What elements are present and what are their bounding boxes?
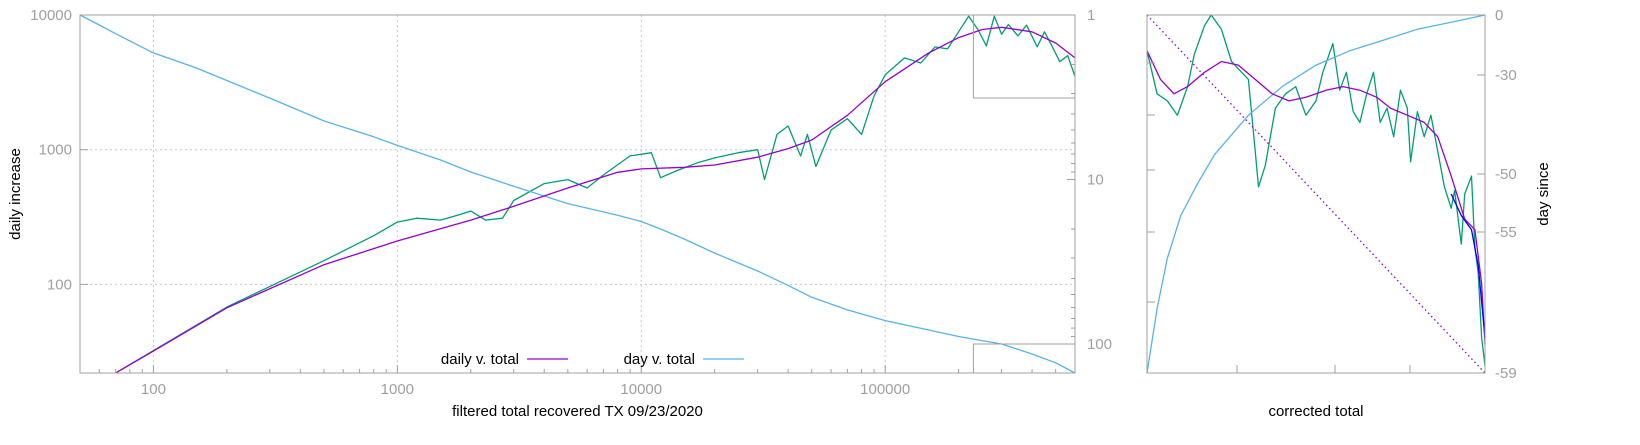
- main-series-line-day: [79, 14, 1076, 374]
- side-plot-frame: [1146, 14, 1486, 374]
- side-series-line-green: [1146, 14, 1486, 366]
- main-series-lines: [79, 14, 1076, 374]
- main-x-tick-label: 10000: [620, 381, 662, 398]
- side-series-lines: [1146, 14, 1486, 374]
- side-y2-tick-label: -55: [1495, 224, 1517, 241]
- main-series-line-daily: [115, 26, 1076, 374]
- side-axis-ticks: 0 -30 -50 -55 -59: [1147, 7, 1517, 382]
- side-series-line-day: [1146, 14, 1486, 374]
- side-y2-tick-label: -30: [1495, 67, 1517, 84]
- side-y-axis-label: day since: [1535, 162, 1552, 225]
- side-y2-tick-label: -50: [1495, 166, 1517, 183]
- legend-label-day-v-total: day v. total: [624, 351, 695, 368]
- main-y-axis-label: daily increase: [7, 148, 24, 240]
- main-grid: [80, 14, 1075, 373]
- main-axis-ticks: 100 1000 10000 100000 100 1000 10000 1 10 100: [30, 7, 1112, 398]
- main-zoom-box-top: [972, 15, 1075, 99]
- main-plot-frame: [79, 14, 1076, 374]
- side-x-axis-label: corrected total: [1268, 403, 1363, 420]
- legend-label-daily-v-total: daily v. total: [441, 351, 519, 368]
- main-y2-tick-label: 10: [1087, 172, 1104, 189]
- main-y2-tick-label: 100: [1087, 336, 1112, 353]
- main-series-line-green: [115, 15, 1076, 374]
- side-plot: 0 -30 -50 -55 -59 corrected total day since: [1146, 7, 1552, 420]
- main-x-tick-label: 1000: [381, 381, 414, 398]
- main-y-tick-label: 1000: [39, 142, 72, 159]
- main-y2-tick-label: 1: [1087, 7, 1095, 24]
- main-plot: 100 1000 10000 100000 100 1000 10000 1 10 100 fil…: [7, 7, 1112, 420]
- side-y2-tick-label: 0: [1495, 7, 1503, 24]
- main-x-tick-label: 100: [141, 381, 166, 398]
- legend: daily v. total day v. total: [441, 351, 744, 368]
- main-zoom-box-bottom: [972, 343, 1075, 373]
- main-zoom-box: [972, 15, 1075, 373]
- side-series-line-daily: [1146, 50, 1486, 345]
- main-x-axis-label: filtered total recovered TX 09/23/2020: [452, 403, 703, 420]
- main-x-tick-label: 100000: [860, 381, 910, 398]
- side-y2-tick-label: -59: [1495, 365, 1517, 382]
- main-y-tick-label: 10000: [30, 7, 72, 24]
- side-series-line-blue_overlay: [1450, 193, 1486, 338]
- main-y-tick-label: 100: [47, 276, 72, 293]
- side-series-line-daily: [1146, 14, 1486, 374]
